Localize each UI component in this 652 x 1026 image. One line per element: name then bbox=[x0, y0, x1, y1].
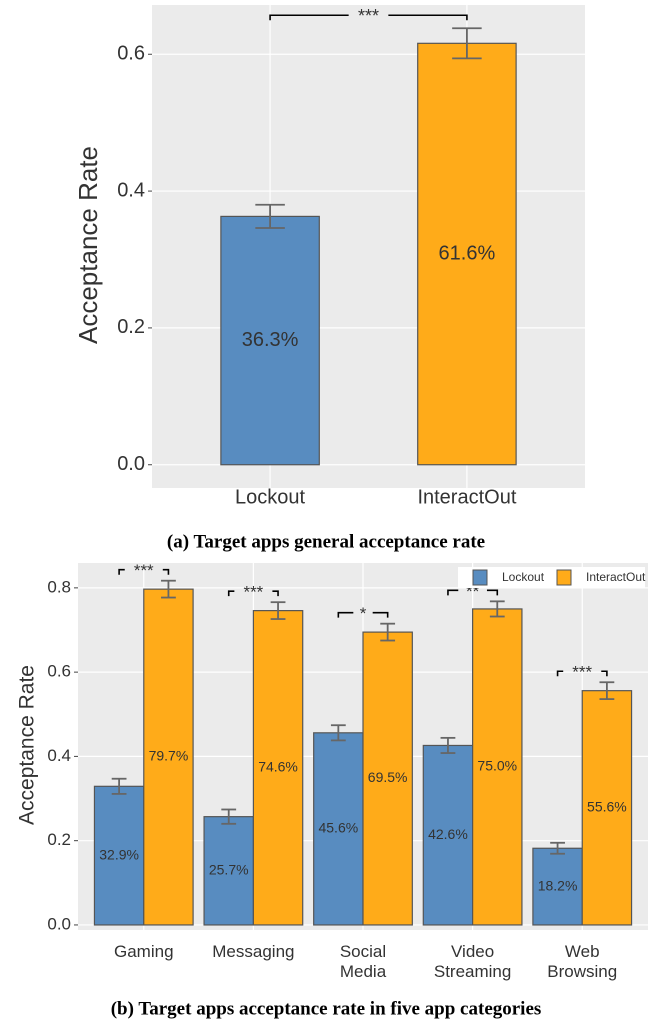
legend-label: InteractOut bbox=[586, 570, 646, 584]
legend-key bbox=[556, 569, 572, 586]
bar bbox=[532, 847, 583, 926]
value-label: 61.6% bbox=[439, 242, 496, 264]
significance-label: *** bbox=[134, 561, 154, 580]
caption: (a) Target apps general acceptance rate bbox=[167, 531, 485, 552]
value-label: 45.6% bbox=[318, 820, 358, 836]
bar bbox=[362, 631, 413, 926]
value-label: 25.7% bbox=[209, 862, 249, 878]
bar bbox=[422, 744, 474, 926]
y-tick-label: 0.2 bbox=[47, 830, 71, 849]
x-tick-label: Social Media bbox=[340, 942, 387, 981]
y-tick-label: 0.8 bbox=[47, 577, 71, 596]
y-tick-label: 0.0 bbox=[47, 914, 71, 933]
significance-bracket bbox=[269, 14, 468, 21]
x-tick-line: Social bbox=[340, 942, 386, 961]
error-bar bbox=[550, 841, 565, 855]
significance-label: *** bbox=[358, 6, 379, 26]
bar bbox=[93, 785, 145, 926]
bar bbox=[472, 608, 523, 926]
error-bar bbox=[452, 27, 482, 60]
x-tick-line: Video bbox=[451, 942, 494, 961]
error-bar bbox=[380, 622, 396, 642]
value-label: 55.6% bbox=[587, 799, 627, 815]
value-label: 32.9% bbox=[99, 846, 139, 862]
error-bar bbox=[161, 579, 176, 599]
legend-label: Lockout bbox=[502, 570, 545, 584]
value-label: 74.6% bbox=[258, 758, 298, 774]
x-tick-label: Gaming bbox=[114, 942, 174, 961]
x-tick-line: Browsing bbox=[547, 962, 617, 981]
y-tick-label: 0.6 bbox=[47, 662, 71, 681]
value-label: 42.6% bbox=[428, 826, 468, 842]
bar bbox=[417, 42, 517, 466]
x-tick-line: Web bbox=[565, 942, 600, 961]
x-tick-line: Messaging bbox=[212, 942, 294, 961]
value-label: 36.3% bbox=[242, 329, 299, 351]
y-axis-label: Acceptance Rate bbox=[16, 665, 39, 825]
bar bbox=[581, 690, 633, 926]
x-tick-line: Media bbox=[340, 962, 387, 981]
legend-box bbox=[458, 567, 645, 588]
y-tick-label: 0.0 bbox=[117, 453, 145, 475]
significance-label: *** bbox=[572, 663, 592, 682]
error-bar bbox=[255, 203, 285, 229]
legend-key bbox=[472, 569, 488, 586]
bar bbox=[313, 732, 364, 926]
value-label: 79.7% bbox=[149, 748, 189, 764]
significance-bracket bbox=[556, 670, 608, 677]
value-label: 18.2% bbox=[538, 877, 578, 893]
x-tick-line: Gaming bbox=[114, 942, 174, 961]
caption: (b) Target apps acceptance rate in five … bbox=[111, 998, 542, 1019]
x-tick-label: Video Streaming bbox=[434, 942, 511, 981]
y-tick-label: 0.6 bbox=[117, 43, 145, 65]
error-bar bbox=[489, 600, 505, 618]
error-bar bbox=[599, 681, 615, 700]
plot-panel bbox=[152, 5, 585, 488]
significance-label: * bbox=[360, 604, 367, 623]
bar bbox=[143, 588, 194, 926]
error-bar bbox=[330, 724, 346, 742]
x-tick-label: Messaging bbox=[212, 942, 294, 961]
significance-bracket bbox=[447, 589, 499, 596]
y-axis-label: Acceptance Rate bbox=[73, 146, 103, 344]
value-label: 75.0% bbox=[477, 758, 517, 774]
x-tick-label: Lockout bbox=[235, 486, 305, 508]
error-bar bbox=[270, 601, 286, 620]
value-label: 69.5% bbox=[368, 769, 408, 785]
x-tick-line: Streaming bbox=[434, 962, 511, 981]
y-tick-label: 0.4 bbox=[117, 179, 145, 201]
significance-bracket bbox=[337, 611, 389, 618]
error-bar bbox=[111, 777, 127, 795]
error-bar bbox=[221, 808, 237, 825]
y-tick-label: 0.2 bbox=[117, 316, 145, 338]
y-tick-label: 0.4 bbox=[47, 746, 71, 765]
significance-bracket bbox=[118, 568, 170, 575]
x-tick-label: InteractOut bbox=[417, 486, 516, 508]
error-bar bbox=[440, 736, 456, 754]
significance-label: *** bbox=[243, 583, 263, 602]
significance-bracket bbox=[227, 590, 279, 597]
x-tick-label: Web Browsing bbox=[547, 942, 617, 981]
